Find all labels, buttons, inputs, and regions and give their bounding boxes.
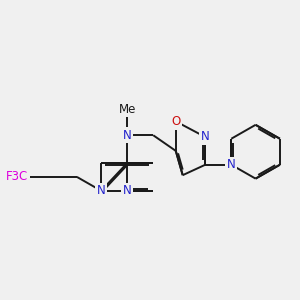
Text: N: N: [201, 130, 210, 143]
Text: Me: Me: [118, 103, 136, 116]
Text: N: N: [123, 184, 132, 197]
Text: O: O: [171, 115, 180, 128]
Text: N: N: [227, 158, 236, 171]
Text: N: N: [97, 184, 106, 197]
Text: N: N: [123, 129, 132, 142]
Text: F3C: F3C: [6, 170, 28, 183]
